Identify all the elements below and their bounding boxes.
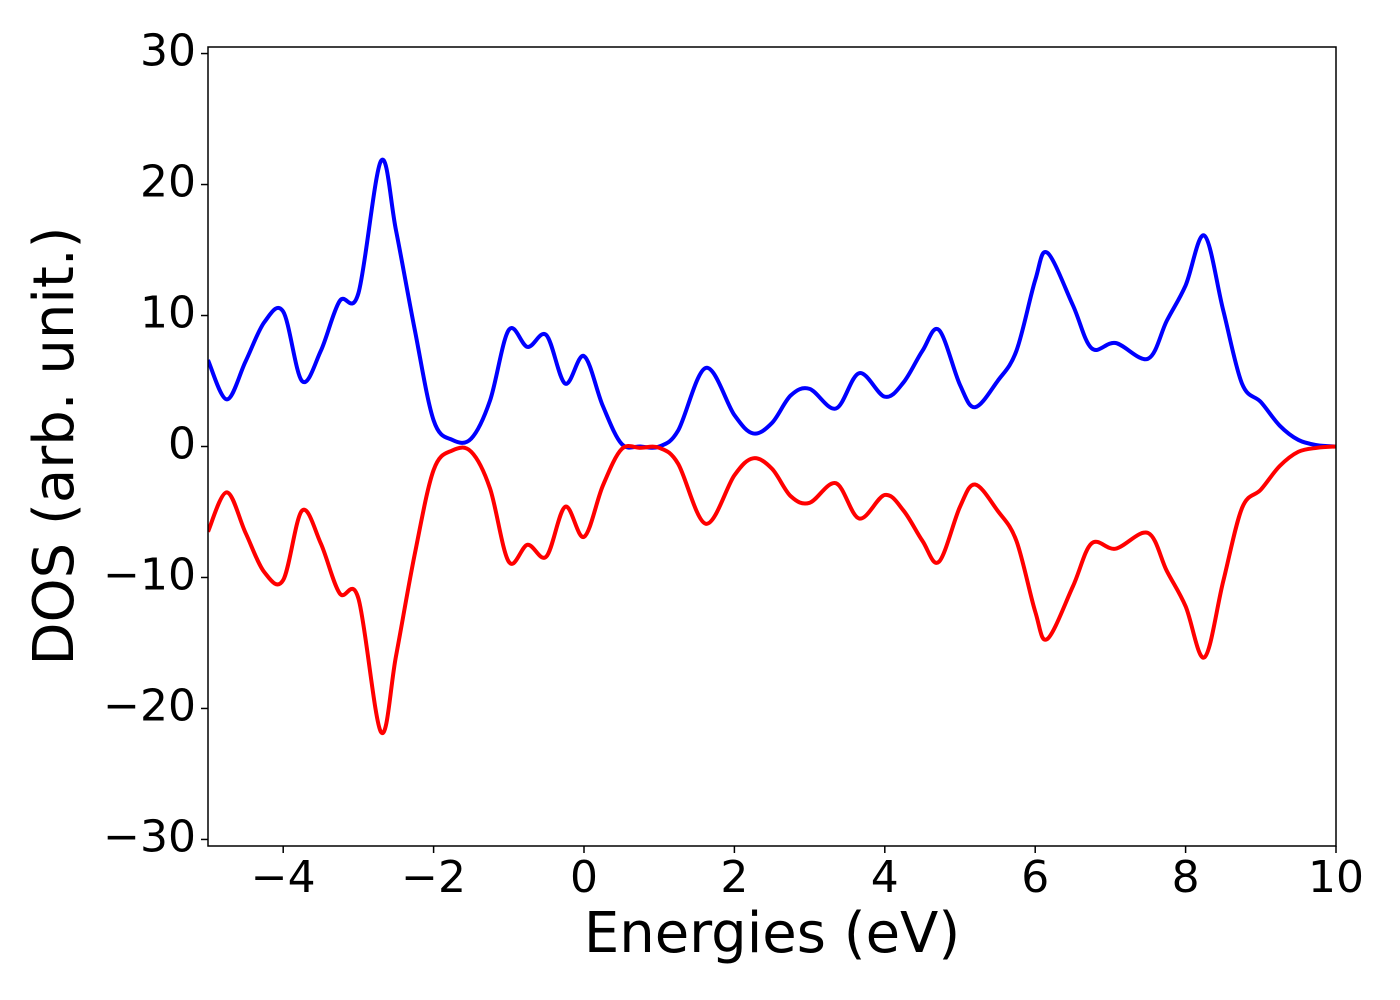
line-series [208,157,1336,450]
y-tick-label: −20 [103,680,196,731]
x-tick-label: −4 [251,852,316,903]
y-tick-label: −30 [103,811,196,862]
x-tick-label: 6 [1021,852,1049,903]
x-tick-label: 4 [871,852,899,903]
y-axis-label: DOS (arb. unit.) [22,226,87,665]
y-tick-label: 20 [140,157,196,208]
x-tick-label: 0 [570,852,598,903]
y-tick-label: 0 [168,419,196,470]
x-tick-label: 10 [1308,852,1364,903]
y-tick-label: −10 [103,549,196,600]
x-tick-label: −2 [401,852,466,903]
x-tick-label: 2 [720,852,748,903]
line-series [208,443,1336,736]
x-axis-label: Energies (eV) [584,901,960,966]
plot-frame [207,46,1337,847]
y-tick-label: 30 [140,26,196,77]
x-tick-label: 8 [1172,852,1200,903]
y-tick-label: 10 [140,288,196,339]
